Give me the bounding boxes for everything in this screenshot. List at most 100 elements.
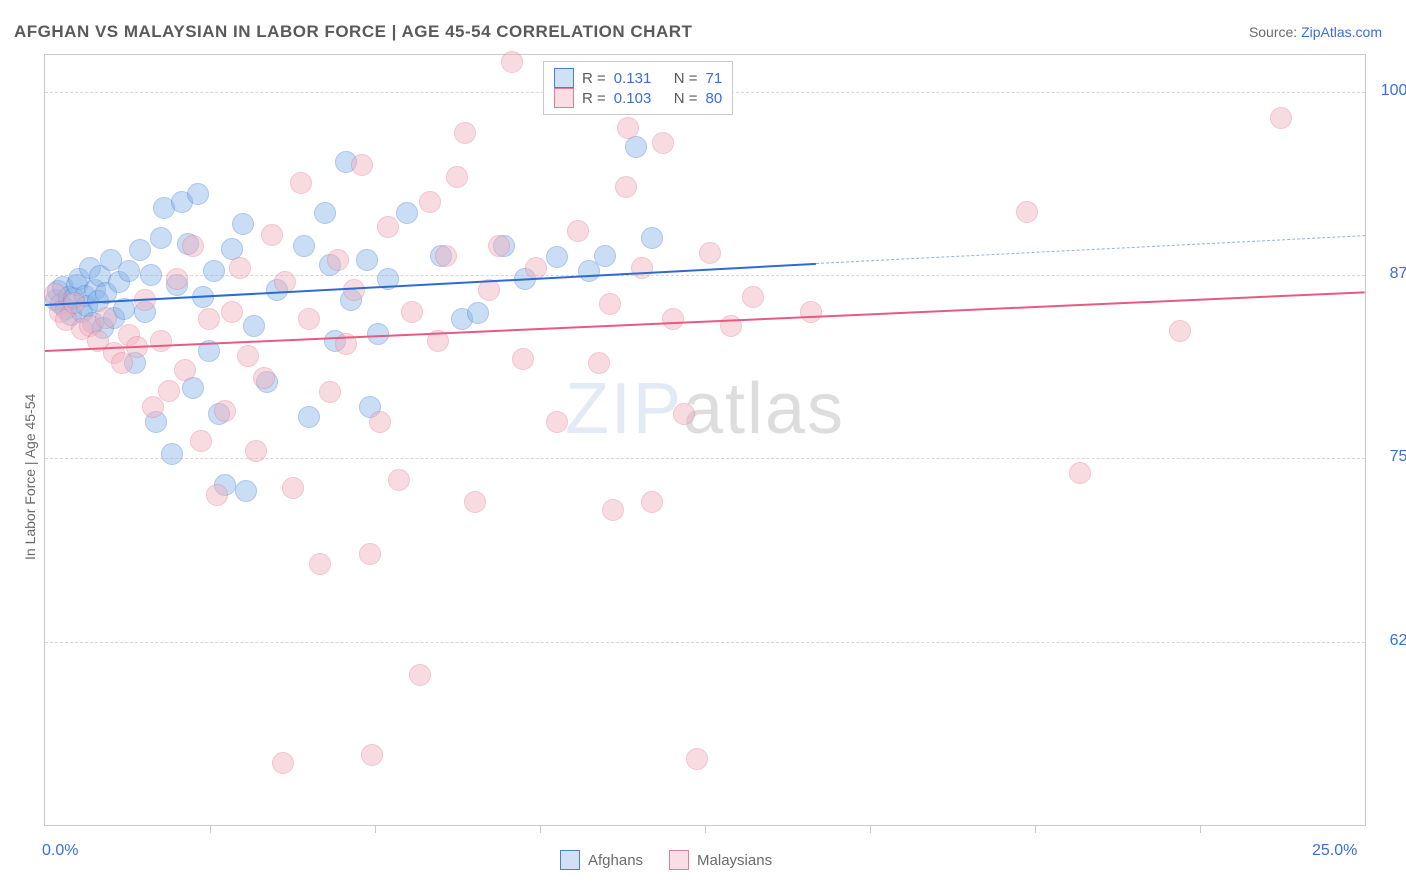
data-point-malaysians <box>206 484 228 506</box>
data-point-malaysians <box>214 400 236 422</box>
legend-swatch <box>560 850 580 870</box>
legend-item-malaysians: Malaysians <box>669 850 772 870</box>
data-point-afghans <box>641 227 663 249</box>
gridline-h <box>45 458 1365 459</box>
data-point-malaysians <box>245 440 267 462</box>
legend-r-value: 0.131 <box>614 70 666 87</box>
data-point-afghans <box>314 202 336 224</box>
data-point-malaysians <box>351 154 373 176</box>
data-point-malaysians <box>95 307 117 329</box>
watermark-zip: ZIP <box>565 369 683 449</box>
data-point-malaysians <box>454 122 476 144</box>
data-point-malaysians <box>435 245 457 267</box>
legend-r-label: R = <box>582 90 606 107</box>
legend-label: Afghans <box>588 852 643 869</box>
data-point-malaysians <box>198 308 220 330</box>
source-attribution: Source: ZipAtlas.com <box>1249 24 1382 40</box>
data-point-malaysians <box>190 430 212 452</box>
data-point-malaysians <box>174 359 196 381</box>
chart-frame: AFGHAN VS MALAYSIAN IN LABOR FORCE | AGE… <box>0 0 1406 892</box>
data-point-malaysians <box>446 166 468 188</box>
y-tick-label: 100.0% <box>1375 82 1406 100</box>
data-point-malaysians <box>1169 320 1191 342</box>
data-point-afghans <box>396 202 418 224</box>
data-point-malaysians <box>272 752 294 774</box>
data-point-malaysians <box>290 172 312 194</box>
data-point-malaysians <box>111 352 133 374</box>
data-point-malaysians <box>464 491 486 513</box>
x-tick-mark <box>210 825 211 833</box>
data-point-malaysians <box>150 330 172 352</box>
y-tick-label: 62.5% <box>1375 632 1406 650</box>
data-point-afghans <box>293 235 315 257</box>
data-point-afghans <box>467 302 489 324</box>
x-tick-mark <box>375 825 376 833</box>
y-tick-label: 87.5% <box>1375 265 1406 283</box>
source-label: Source: <box>1249 24 1301 40</box>
legend-label: Malaysians <box>697 852 772 869</box>
data-point-malaysians <box>567 220 589 242</box>
legend-swatch <box>554 88 574 108</box>
data-point-afghans <box>187 183 209 205</box>
source-link[interactable]: ZipAtlas.com <box>1301 24 1382 40</box>
data-point-malaysians <box>327 249 349 271</box>
data-point-malaysians <box>182 235 204 257</box>
data-point-malaysians <box>588 352 610 374</box>
data-point-malaysians <box>525 257 547 279</box>
legend-n-value: 80 <box>706 90 723 107</box>
data-point-malaysians <box>599 293 621 315</box>
legend-r-label: R = <box>582 70 606 87</box>
data-point-malaysians <box>361 744 383 766</box>
data-point-malaysians <box>1069 462 1091 484</box>
data-point-malaysians <box>652 132 674 154</box>
data-point-malaysians <box>641 491 663 513</box>
data-point-malaysians <box>319 381 341 403</box>
data-point-malaysians <box>158 380 180 402</box>
trend-line <box>816 235 1365 264</box>
watermark-atlas: atlas <box>683 369 845 449</box>
legend-correlation: R =0.131N =71R =0.103N =80 <box>543 61 733 115</box>
legend-item-afghans: Afghans <box>560 850 643 870</box>
legend-r-value: 0.103 <box>614 90 666 107</box>
data-point-malaysians <box>401 301 423 323</box>
data-point-malaysians <box>615 176 637 198</box>
data-point-malaysians <box>409 664 431 686</box>
x-tick-mark <box>1200 825 1201 833</box>
data-point-malaysians <box>673 403 695 425</box>
data-point-malaysians <box>369 411 391 433</box>
x-tick-mark <box>870 825 871 833</box>
data-point-malaysians <box>800 301 822 323</box>
legend-corr-row-malaysians: R = 0.103 N = 80 <box>554 88 722 108</box>
data-point-malaysians <box>282 477 304 499</box>
data-point-malaysians <box>229 257 251 279</box>
data-point-afghans <box>161 443 183 465</box>
data-point-malaysians <box>501 51 523 73</box>
data-point-malaysians <box>166 268 188 290</box>
data-point-malaysians <box>237 345 259 367</box>
data-point-malaysians <box>546 411 568 433</box>
data-point-afghans <box>203 260 225 282</box>
x-tick-label: 0.0% <box>42 842 78 860</box>
data-point-afghans <box>546 246 568 268</box>
data-point-malaysians <box>142 396 164 418</box>
data-point-malaysians <box>512 348 534 370</box>
chart-title: AFGHAN VS MALAYSIAN IN LABOR FORCE | AGE… <box>14 22 692 42</box>
x-tick-mark <box>705 825 706 833</box>
data-point-afghans <box>356 249 378 271</box>
data-point-malaysians <box>298 308 320 330</box>
gridline-h <box>45 642 1365 643</box>
data-point-afghans <box>232 213 254 235</box>
data-point-afghans <box>367 323 389 345</box>
plot-area: ZIPatlas 62.5%75.0%87.5%100.0%R =0.131N … <box>44 54 1366 826</box>
x-tick-label: 25.0% <box>1312 842 1357 860</box>
legend-n-label: N = <box>674 90 698 107</box>
data-point-malaysians <box>617 117 639 139</box>
legend-n-label: N = <box>674 70 698 87</box>
data-point-afghans <box>243 315 265 337</box>
data-point-malaysians <box>699 242 721 264</box>
data-point-malaysians <box>359 543 381 565</box>
data-point-malaysians <box>742 286 764 308</box>
data-point-afghans <box>140 264 162 286</box>
data-point-malaysians <box>309 553 331 575</box>
data-point-malaysians <box>1270 107 1292 129</box>
